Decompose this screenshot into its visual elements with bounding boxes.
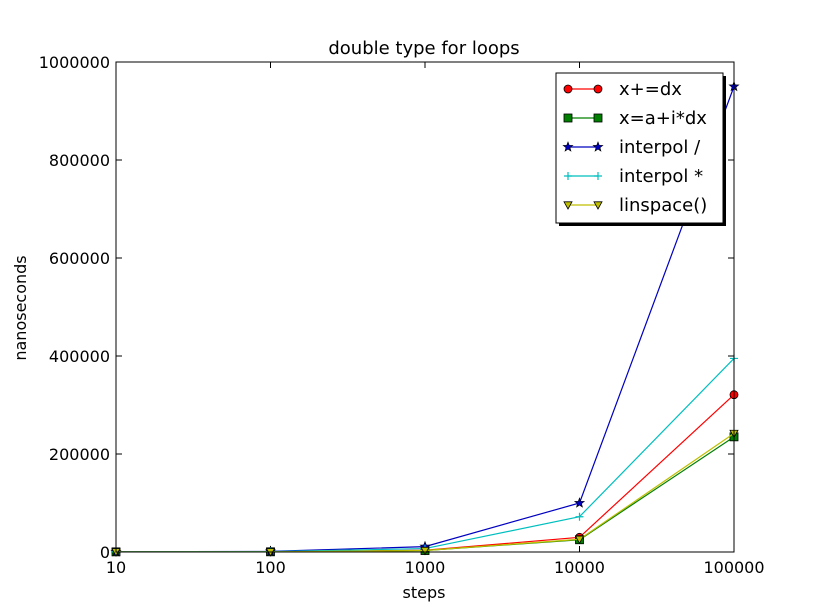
legend-marker — [593, 113, 603, 123]
legend-label: interpol / — [619, 137, 701, 158]
y-tick-label: 200000 — [49, 445, 110, 464]
x-axis-label: steps — [403, 583, 446, 602]
legend-marker — [592, 141, 604, 152]
legend-marker — [563, 84, 573, 94]
y-tick-label: 1000000 — [39, 53, 110, 72]
y-tick-label: 800000 — [49, 151, 110, 170]
legend-marker — [563, 201, 573, 210]
chart-title: double type for loops — [328, 38, 519, 59]
y-tick-label: 0 — [100, 543, 110, 562]
legend-marker — [563, 113, 573, 123]
legend-label: linspace() — [619, 195, 707, 216]
y-axis-label: nanoseconds — [11, 255, 30, 360]
legend-item: interpol / — [562, 137, 701, 158]
legend-label: interpol * — [619, 166, 703, 187]
x-tick-label: 1000 — [405, 558, 446, 577]
legend-item: x=a+i*dx — [563, 108, 707, 129]
legend-box — [555, 72, 724, 224]
legend-marker — [593, 201, 603, 210]
legend-label: x=a+i*dx — [619, 108, 707, 129]
x-tick-label: 100 — [255, 558, 286, 577]
y-tick-label: 400000 — [49, 347, 110, 366]
legend-item: x+=dx — [563, 79, 682, 100]
data-point — [575, 512, 584, 521]
data-point — [574, 535, 585, 545]
legend-marker — [594, 172, 602, 180]
plot-frame — [115, 61, 735, 553]
legend-marker — [562, 141, 574, 152]
y-tick-label: 600000 — [49, 249, 110, 268]
axis-ticks: 10 100 1000 10000 10000002000004000006000008… — [39, 53, 765, 577]
legend-item: interpol * — [564, 166, 703, 187]
legend: x+=dx x=a+i*dx interpol / interpol * linspac… — [555, 72, 726, 226]
legend-marker — [593, 84, 603, 94]
x-tick-label: 10000 — [554, 558, 605, 577]
x-tick-label: 100000 — [703, 558, 764, 577]
x-tick-label: 10 — [106, 558, 126, 577]
data-point — [420, 546, 430, 556]
legend-item: linspace() — [563, 195, 707, 216]
legend-marker — [564, 172, 572, 180]
legend-label: x+=dx — [619, 79, 682, 100]
data-point — [573, 497, 586, 508]
